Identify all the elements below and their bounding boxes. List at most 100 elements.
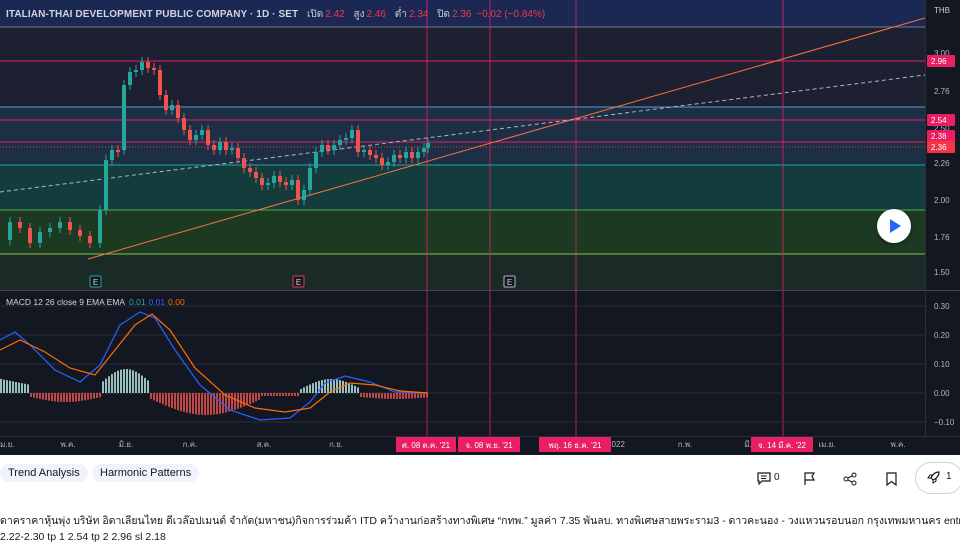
candle-body [170,105,174,110]
zone-lines [0,26,925,255]
macd-hist-bar [261,393,263,396]
macd-hist-bar [165,393,167,406]
macd-hist-bar [87,393,89,400]
candle-body [254,172,258,178]
candle-body [212,145,216,150]
comments-button[interactable]: 0 [757,472,780,490]
time-axis-label: พ.ค. [60,440,75,449]
macd-hist-bar [183,393,185,412]
candle-body [104,160,108,210]
price-marker-badge [927,55,955,67]
price-tick-label: 1.76 [934,233,950,242]
candle-body [224,142,228,150]
time-axis-label: มิ.ย. [119,440,133,449]
candle-body [38,232,42,243]
macd-hist-bar [147,380,149,393]
trendline-dashed[interactable] [0,74,926,193]
macd-hist-bar [60,393,62,402]
macd-hist-bar [141,375,143,393]
macd-hist-bar [390,393,392,399]
price-axis[interactable]: 3.00 2.76 2.50 2.26 2.00 1.76 1.50 [934,49,950,277]
macd-hist-bar [366,393,368,398]
price-marker-label: 2.54 [931,116,947,125]
macd-tick-label: −0.10 [934,418,955,427]
macd-hist-bar [9,380,11,393]
candle-body [422,148,426,152]
macd-hist-bar [255,393,257,402]
time-axis-label: พ.ค. [890,440,905,449]
macd-hist-bar [339,380,341,393]
macd-hist-bar [252,393,254,403]
tag-harmonic-patterns[interactable]: Harmonic Patterns [92,464,200,482]
chart-panel[interactable]: 3.00 2.76 2.50 2.26 2.00 1.76 1.50 2.96 2.54 2.3… [0,0,960,455]
rocket-icon [927,471,940,484]
bookmark-icon [886,472,897,487]
report-button[interactable] [803,472,816,491]
candle-body [416,152,420,158]
macd-hist-bar [21,383,23,393]
boost-button[interactable]: 1 [915,462,960,494]
macd-hist-bar [213,393,215,415]
candle-body [48,228,52,232]
macd-hist-bar [72,393,74,402]
macd-hist-bar [291,393,293,396]
candle-body [236,148,240,158]
time-highlight-badge [458,437,520,452]
macd-hist-bar [111,374,113,393]
candle-body [188,130,192,140]
earnings-marker [89,275,102,288]
macd-hist-bar [63,393,65,402]
macd-hist-bar [408,393,410,399]
candle-body [58,222,62,228]
macd-axis[interactable]: 0.30 0.20 0.10 0.00 −0.10 [934,302,955,427]
macd-hist-bar [78,393,80,402]
candle-body [164,95,168,110]
candle-body [272,176,276,183]
candle-body [68,222,72,230]
macd-hist-bar [231,393,233,411]
candle-body [284,182,288,185]
price-marker-label: 2.38 [931,132,947,141]
macd-hist-bar [186,393,188,413]
time-axis-label: เม.ย. [818,440,835,449]
open-value: 2.42 [325,9,345,20]
macd-hist-bar [267,393,269,396]
candle-body [344,138,348,140]
macd-hist-bar [102,381,104,393]
time-axis-label: มี. [744,440,752,449]
candle-body [296,180,300,200]
chart-canvas[interactable]: 3.00 2.76 2.50 2.26 2.00 1.76 1.50 2.96 2.54 2.3… [0,0,960,455]
time-highlight-label: พฤ. 16 ธ.ค. '21 [548,441,602,450]
share-button[interactable] [843,472,857,491]
macd-hist-bar [363,393,365,398]
trendline-orange[interactable] [87,17,926,260]
time-axis[interactable]: เม.ย. พ.ค. มิ.ย. ก.ค. ส.ค. ก.ย. 2022 ก.พ. มี. เม.… [0,440,906,449]
currency-label[interactable]: THB [934,6,950,15]
macd-hist-bar [222,393,224,414]
macd-hist-bar [279,393,281,396]
time-highlights: ศ. 08 ต.ค. '21 จ. 08 พ.ย. '21 พฤ. 16 ธ.ค. … [396,437,813,452]
macd-hist-bar [75,393,77,402]
macd-hist-bar [132,370,134,393]
macd-hist-bar [402,393,404,399]
price-marker-badge [927,141,955,153]
macd-hist-bar [153,393,155,401]
tag-trend-analysis[interactable]: Trend Analysis [0,464,88,482]
macd-hist-bar [204,393,206,415]
candle-body [426,143,430,148]
candle-body [116,150,120,152]
macd-hist-bar [258,393,260,400]
change-value: −0.02 (−0.84%) [476,9,546,20]
symbol-title[interactable]: ITALIAN-THAI DEVELOPMENT PUBLIC COMPANY … [6,9,299,20]
price-marker-badge [927,114,955,126]
play-button[interactable] [877,209,911,243]
macd-hist-bar [123,369,125,393]
macd-hist-bar [120,369,122,393]
macd-hist-bar [360,393,362,397]
time-highlight-label: จ. 08 พ.ย. '21 [465,441,513,450]
macd-title[interactable]: MACD 12 26 close 9 EMA EMA [6,297,126,307]
bookmark-button[interactable] [886,472,897,491]
macd-hist-bar [138,373,140,393]
earnings-marker [292,275,305,288]
macd-hist-bar [69,393,71,402]
